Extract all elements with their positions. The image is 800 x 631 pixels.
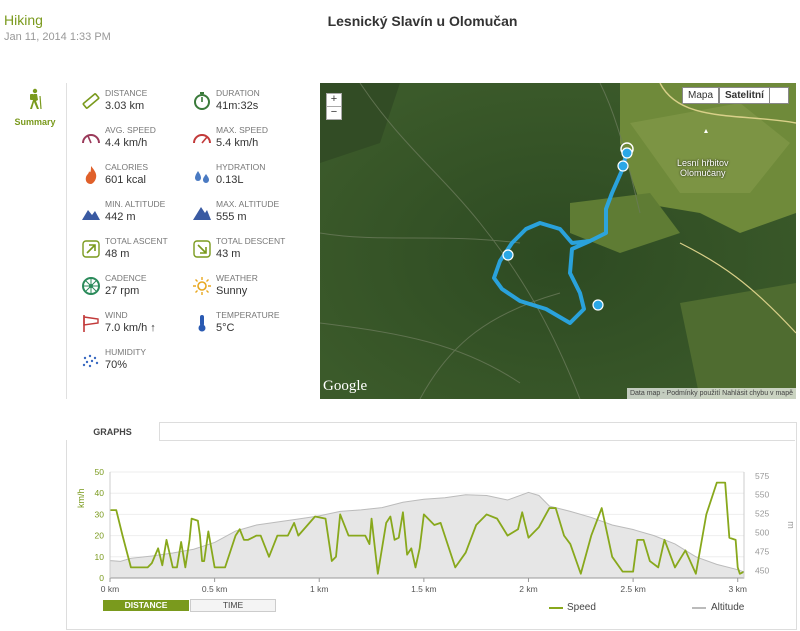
stat-total-ascent: TOTAL ASCENT 48 m (81, 236, 191, 266)
map-attribution[interactable]: Data map - Podmínky použití Nahlásit chy… (626, 388, 796, 399)
speedometer-icon (82, 134, 100, 144)
flame-icon (85, 166, 97, 184)
sun-icon (193, 277, 211, 295)
hiker-icon (30, 88, 42, 110)
time-toggle[interactable]: TIME (190, 599, 276, 612)
graphs-panel (66, 422, 797, 630)
stat-temperature: TEMPERATURE 5°C (192, 310, 302, 340)
map-type-map-button[interactable]: Mapa (682, 87, 720, 104)
stat-weather: WEATHER Sunny (192, 273, 302, 303)
map-type-dropdown[interactable] (769, 87, 789, 104)
tab-summary-label: Summary (14, 117, 56, 127)
distance-toggle[interactable]: DISTANCE (103, 600, 189, 611)
map-type-satellite-button[interactable]: Satelitní (719, 87, 770, 104)
google-logo: Google (323, 378, 368, 394)
stat-calories: CALORIES 601 kcal (81, 162, 191, 192)
tab-summary[interactable]: Summary (12, 88, 58, 127)
stat-min-altitude: MIN. ALTITUDE 442 m (81, 199, 191, 229)
water-drops-icon (195, 171, 209, 183)
summary-divider (66, 83, 67, 399)
place-label: Lesní hřbitov Olomučany (677, 158, 729, 178)
stat-hydration: HYDRATION 0.13L (192, 162, 302, 192)
speedometer-max-icon (193, 134, 211, 144)
y-left-axis-label: km/h (76, 488, 86, 508)
stat-max-speed: MAX. SPEED 5.4 km/h (192, 125, 302, 155)
route-map[interactable]: + − Mapa Satelitní Lesní hřbitov Olomuča… (320, 83, 796, 399)
arrow-up-right-icon (82, 240, 100, 258)
zoom-in-button[interactable]: + (326, 93, 342, 107)
stat-humidity: HUMIDITY 70% (81, 347, 191, 377)
arrow-down-right-icon (193, 240, 211, 258)
page-title: Lesnický Slavín u Olomučan (327, 13, 518, 29)
legend-altitude-swatch (692, 607, 706, 609)
legend-altitude: Altitude (711, 602, 745, 613)
legend-speed-swatch (549, 607, 563, 609)
stat-total-descent: TOTAL DESCENT 43 m (192, 236, 302, 266)
stat-wind: WIND 7.0 km/h ↑ (81, 310, 191, 340)
stat-max-altitude: MAX. ALTITUDE 555 m (192, 199, 302, 229)
ruler-icon (82, 93, 100, 109)
thermometer-icon (198, 315, 206, 332)
activity-date: Jan 11, 2014 1:33 PM (4, 31, 111, 43)
activity-type: Hiking (4, 12, 43, 28)
legend-speed: Speed (567, 602, 596, 613)
stopwatch-icon (194, 92, 210, 110)
graphs-tab-divider (159, 440, 795, 441)
windsock-icon (83, 315, 99, 332)
satellite-imagery (320, 83, 796, 399)
humidity-dots-icon (82, 354, 99, 368)
wheel-icon (82, 277, 100, 295)
zoom-out-button[interactable]: − (326, 106, 342, 120)
mountain-icon (82, 210, 100, 220)
stat-cadence: CADENCE 27 rpm (81, 273, 191, 303)
stat-avg-speed: AVG. SPEED 4.4 km/h (81, 125, 191, 155)
y-right-axis-label: m (785, 521, 796, 529)
stat-distance: DISTANCE 3.03 km (81, 88, 191, 118)
mountain-peak-icon (193, 207, 211, 220)
stat-duration: DURATION 41m:32s (192, 88, 302, 118)
tab-graphs[interactable]: GRAPHS (66, 422, 160, 440)
